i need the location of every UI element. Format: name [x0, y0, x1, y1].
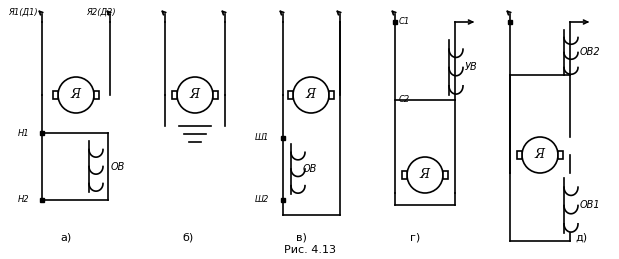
- Text: Я: Я: [535, 148, 545, 162]
- Text: ОВ: ОВ: [111, 162, 126, 171]
- Text: Я: Я: [420, 169, 430, 182]
- Text: ОВ: ОВ: [303, 164, 318, 174]
- Text: Я: Я: [190, 89, 200, 102]
- Text: Я: Я: [71, 89, 81, 102]
- Text: УВ: УВ: [465, 62, 478, 73]
- Bar: [213, 91, 218, 99]
- Text: Я1(Д1): Я1(Д1): [8, 8, 38, 17]
- Text: Рис. 4.13: Рис. 4.13: [284, 245, 335, 255]
- Text: Я: Я: [306, 89, 316, 102]
- Text: Н1: Н1: [18, 128, 30, 138]
- Bar: [517, 151, 522, 159]
- Text: в): в): [296, 233, 307, 243]
- Text: Ш2: Ш2: [255, 196, 269, 205]
- Text: С1: С1: [399, 18, 410, 26]
- Text: ОВ1: ОВ1: [580, 200, 600, 211]
- Bar: [402, 171, 407, 179]
- Text: С2: С2: [399, 96, 410, 104]
- Bar: [443, 171, 448, 179]
- Text: г): г): [410, 233, 420, 243]
- Text: Н2: Н2: [18, 196, 30, 205]
- Bar: [53, 91, 58, 99]
- Bar: [172, 91, 177, 99]
- Bar: [288, 91, 293, 99]
- Bar: [558, 151, 563, 159]
- Text: Я2(Д2): Я2(Д2): [86, 8, 116, 17]
- Text: Ш1: Ш1: [255, 133, 269, 142]
- Text: д): д): [575, 233, 587, 243]
- Bar: [94, 91, 99, 99]
- Text: а): а): [60, 233, 71, 243]
- Bar: [329, 91, 334, 99]
- Text: ОВ2: ОВ2: [580, 47, 600, 57]
- Text: б): б): [182, 233, 193, 243]
